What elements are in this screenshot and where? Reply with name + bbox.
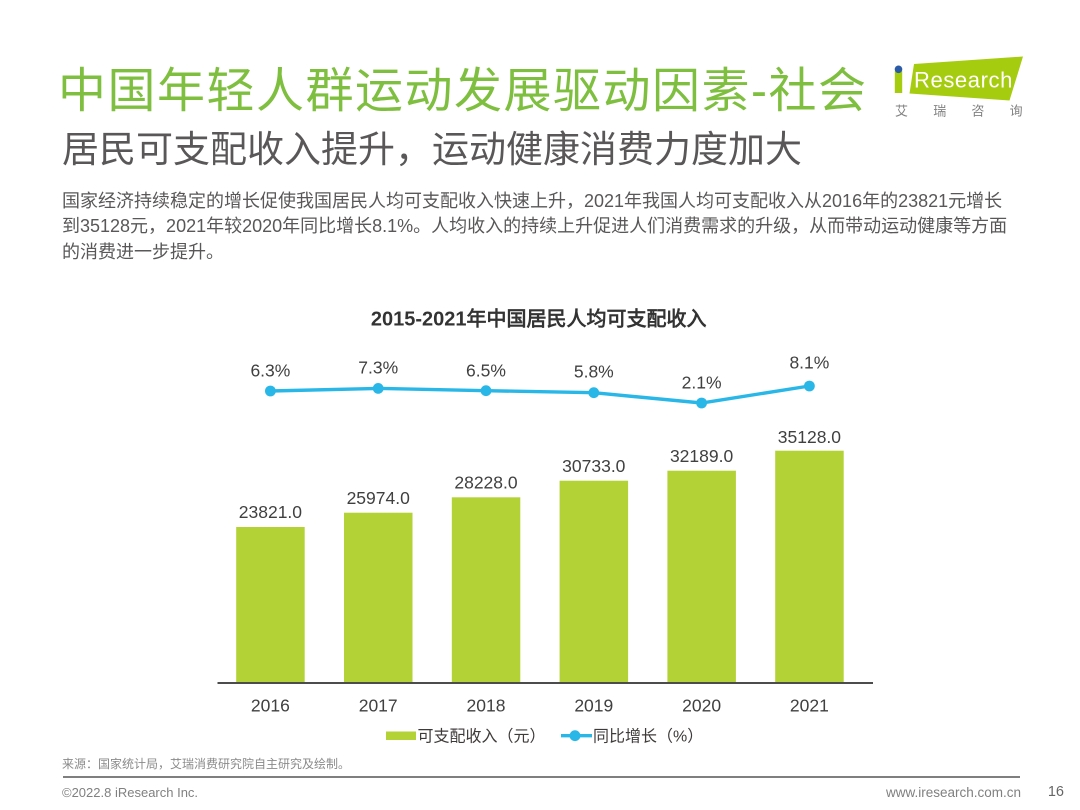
svg-text:6.3%: 6.3% [250, 361, 290, 381]
svg-text:2.1%: 2.1% [682, 373, 722, 393]
svg-text:25974.0: 25974.0 [347, 488, 411, 508]
svg-text:艾瑞咨询: 艾瑞咨询 [895, 104, 1035, 119]
svg-text:可支配收入（元）: 可支配收入（元） [418, 727, 546, 745]
svg-text:5.8%: 5.8% [574, 362, 614, 382]
svg-text:2020: 2020 [682, 696, 721, 716]
svg-text:28228.0: 28228.0 [454, 473, 518, 493]
svg-text:2021: 2021 [790, 696, 829, 716]
svg-text:30733.0: 30733.0 [562, 456, 626, 476]
svg-text:6.5%: 6.5% [466, 361, 506, 381]
svg-text:7.3%: 7.3% [358, 358, 398, 378]
svg-text:2016: 2016 [251, 696, 290, 716]
svg-text:8.1%: 8.1% [789, 353, 829, 373]
svg-text:同比增长（%）: 同比增长（%） [593, 727, 703, 745]
svg-text:35128.0: 35128.0 [778, 427, 842, 447]
svg-text:32189.0: 32189.0 [670, 446, 734, 466]
svg-text:2015-2021年中国居民人均可支配收入: 2015-2021年中国居民人均可支配收入 [371, 307, 707, 331]
svg-text:23821.0: 23821.0 [239, 502, 303, 522]
svg-text:Research: Research [914, 68, 1013, 93]
svg-text:2017: 2017 [359, 696, 398, 716]
svg-text:2018: 2018 [467, 696, 506, 716]
svg-text:2019: 2019 [574, 696, 613, 716]
